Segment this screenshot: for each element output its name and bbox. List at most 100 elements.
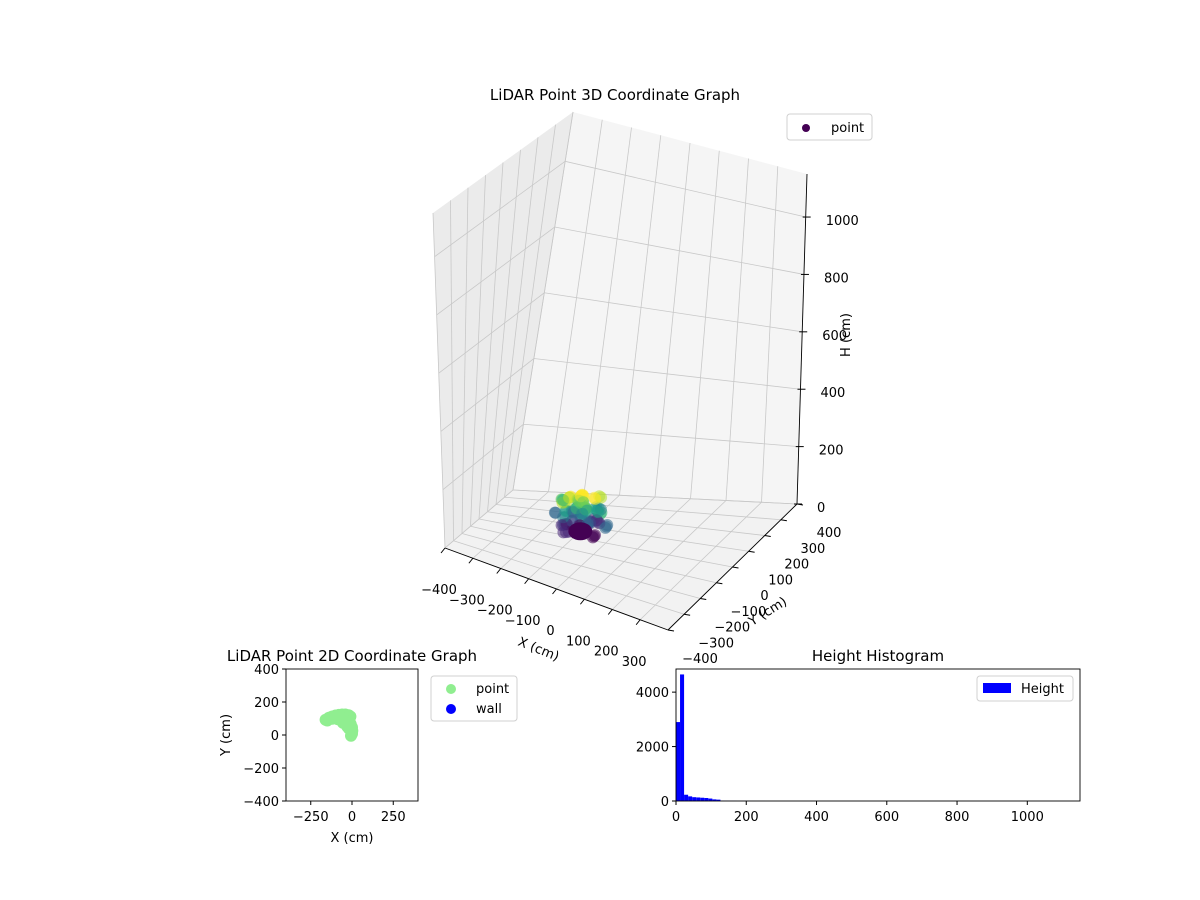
z-axis-label: H (cm) <box>839 313 854 357</box>
chart-2d: LiDAR Point 2D Coordinate Graph −250 0 250… <box>219 647 518 846</box>
grid-line-y-wall <box>504 124 556 498</box>
x-tick-label: 200 <box>734 810 759 825</box>
grid-line-x-wall <box>548 119 603 492</box>
x-tick <box>607 609 613 615</box>
histogram-bar <box>680 674 685 801</box>
x-tick <box>468 557 474 564</box>
y-tick-label: 2000 <box>636 741 669 756</box>
floor-pane <box>445 490 797 630</box>
point-3d <box>589 492 602 505</box>
grid-line-y-wall <box>487 149 521 512</box>
legend-frame <box>786 113 873 141</box>
x-tick-label: −100 <box>505 614 541 629</box>
grid-line-y <box>453 540 685 615</box>
z-tick-label: 0 <box>817 501 825 516</box>
x-tick <box>496 568 502 574</box>
x-tick-label: −250 <box>293 810 329 825</box>
grid-line-y-wall <box>495 137 539 505</box>
y-tick-label: 0 <box>661 795 669 810</box>
x-tick-label: 0 <box>546 624 554 639</box>
x-tick-label: −300 <box>449 593 485 608</box>
grid-line-y <box>495 504 765 536</box>
z-tick-label: 400 <box>820 386 845 401</box>
x-tick-label: −400 <box>421 583 457 598</box>
point-3d-core <box>568 522 593 541</box>
x-tick-label: 300 <box>622 655 647 670</box>
x-tick <box>552 588 557 595</box>
x-tick-label: −200 <box>477 604 513 619</box>
y-tick-label: 4000 <box>636 686 669 701</box>
y-tick-label: −200 <box>243 762 279 777</box>
grid-line-y-wall <box>432 212 446 549</box>
x-tick-label: 1000 <box>1011 810 1044 825</box>
histogram-bar <box>696 797 701 801</box>
y-tick-label: 400 <box>817 526 842 541</box>
chart-histogram: Height Histogram 0 200 400 600 800 1000 0 2000 4… <box>636 647 1081 825</box>
grid-line-z <box>442 423 799 491</box>
z-tick-label: 600 <box>822 329 847 344</box>
x-tick-label: 200 <box>594 645 619 660</box>
grid-line-y-wall <box>461 187 469 534</box>
point-cloud <box>548 488 614 544</box>
chart-3d: LiDAR Point 3D Coordinate Graph −400−300… <box>421 86 873 670</box>
grid-line-z <box>438 292 803 374</box>
grid-line-z <box>440 358 801 432</box>
left-wall-pane <box>433 112 573 548</box>
histogram-bar <box>712 799 717 801</box>
chart-2d-title: LiDAR Point 2D Coordinate Graph <box>227 647 477 665</box>
point-3d <box>549 506 562 519</box>
grid-line-y <box>478 518 733 568</box>
legend-frame <box>976 675 1074 702</box>
x-tick-label: 250 <box>381 810 406 825</box>
grid-line-y <box>504 496 781 521</box>
y-tick-label: 100 <box>768 573 793 588</box>
grid-line-z <box>436 226 805 316</box>
legend-marker-point <box>802 124 810 132</box>
x-tick-label: 400 <box>804 810 829 825</box>
x-axis-label: X (cm) <box>516 635 561 665</box>
histogram-bar <box>716 799 721 801</box>
z-tick-label: 200 <box>819 444 844 459</box>
z-tick-label: 1000 <box>826 214 859 229</box>
grid-line-x-wall <box>619 135 662 496</box>
chart-2d-xlabel: X (cm) <box>331 831 374 846</box>
y-tick-label: 400 <box>254 663 279 678</box>
chart-3d-legend: point <box>786 113 873 141</box>
y-tick <box>732 566 739 569</box>
grid-line-y-wall <box>450 200 454 541</box>
histogram-bar <box>676 722 681 801</box>
chart-2d-legend: point wall <box>430 675 518 722</box>
histogram-bar <box>692 797 697 801</box>
y-tick <box>700 598 707 600</box>
y-tick <box>684 613 691 616</box>
y-tick-label: −100 <box>731 605 767 620</box>
y-tick-label: 300 <box>800 542 825 557</box>
x-tick <box>440 547 446 554</box>
histogram-bar <box>704 798 709 801</box>
chart-2d-axes: −250 0 250 −400 −200 0 200 400 <box>243 663 419 825</box>
grid-line-z <box>434 160 806 258</box>
point-3d <box>599 521 612 534</box>
grid-line-x-wall <box>725 158 749 501</box>
chart-histogram-title: Height Histogram <box>812 647 944 665</box>
y-tick-label: −200 <box>714 621 750 636</box>
y-tick <box>764 535 771 537</box>
grid-line-x-wall <box>761 166 779 503</box>
y-tick <box>748 550 755 553</box>
legend-marker-height <box>983 683 1011 693</box>
grid-line-y-wall <box>512 111 574 491</box>
plot-frame <box>675 668 1081 802</box>
y-tick <box>716 582 723 585</box>
legend-marker-wall <box>446 704 456 714</box>
x-tick-label: 0 <box>672 810 680 825</box>
x-tick-label: 0 <box>348 810 356 825</box>
y-tick-label: −400 <box>243 795 279 810</box>
chart-histogram-legend: Height <box>976 675 1074 702</box>
point-3d <box>555 519 568 532</box>
legend-label-point: point <box>831 121 864 136</box>
x-tick <box>524 578 530 585</box>
y-tick-label: 0 <box>760 589 768 604</box>
y-tick-label: 200 <box>254 696 279 711</box>
